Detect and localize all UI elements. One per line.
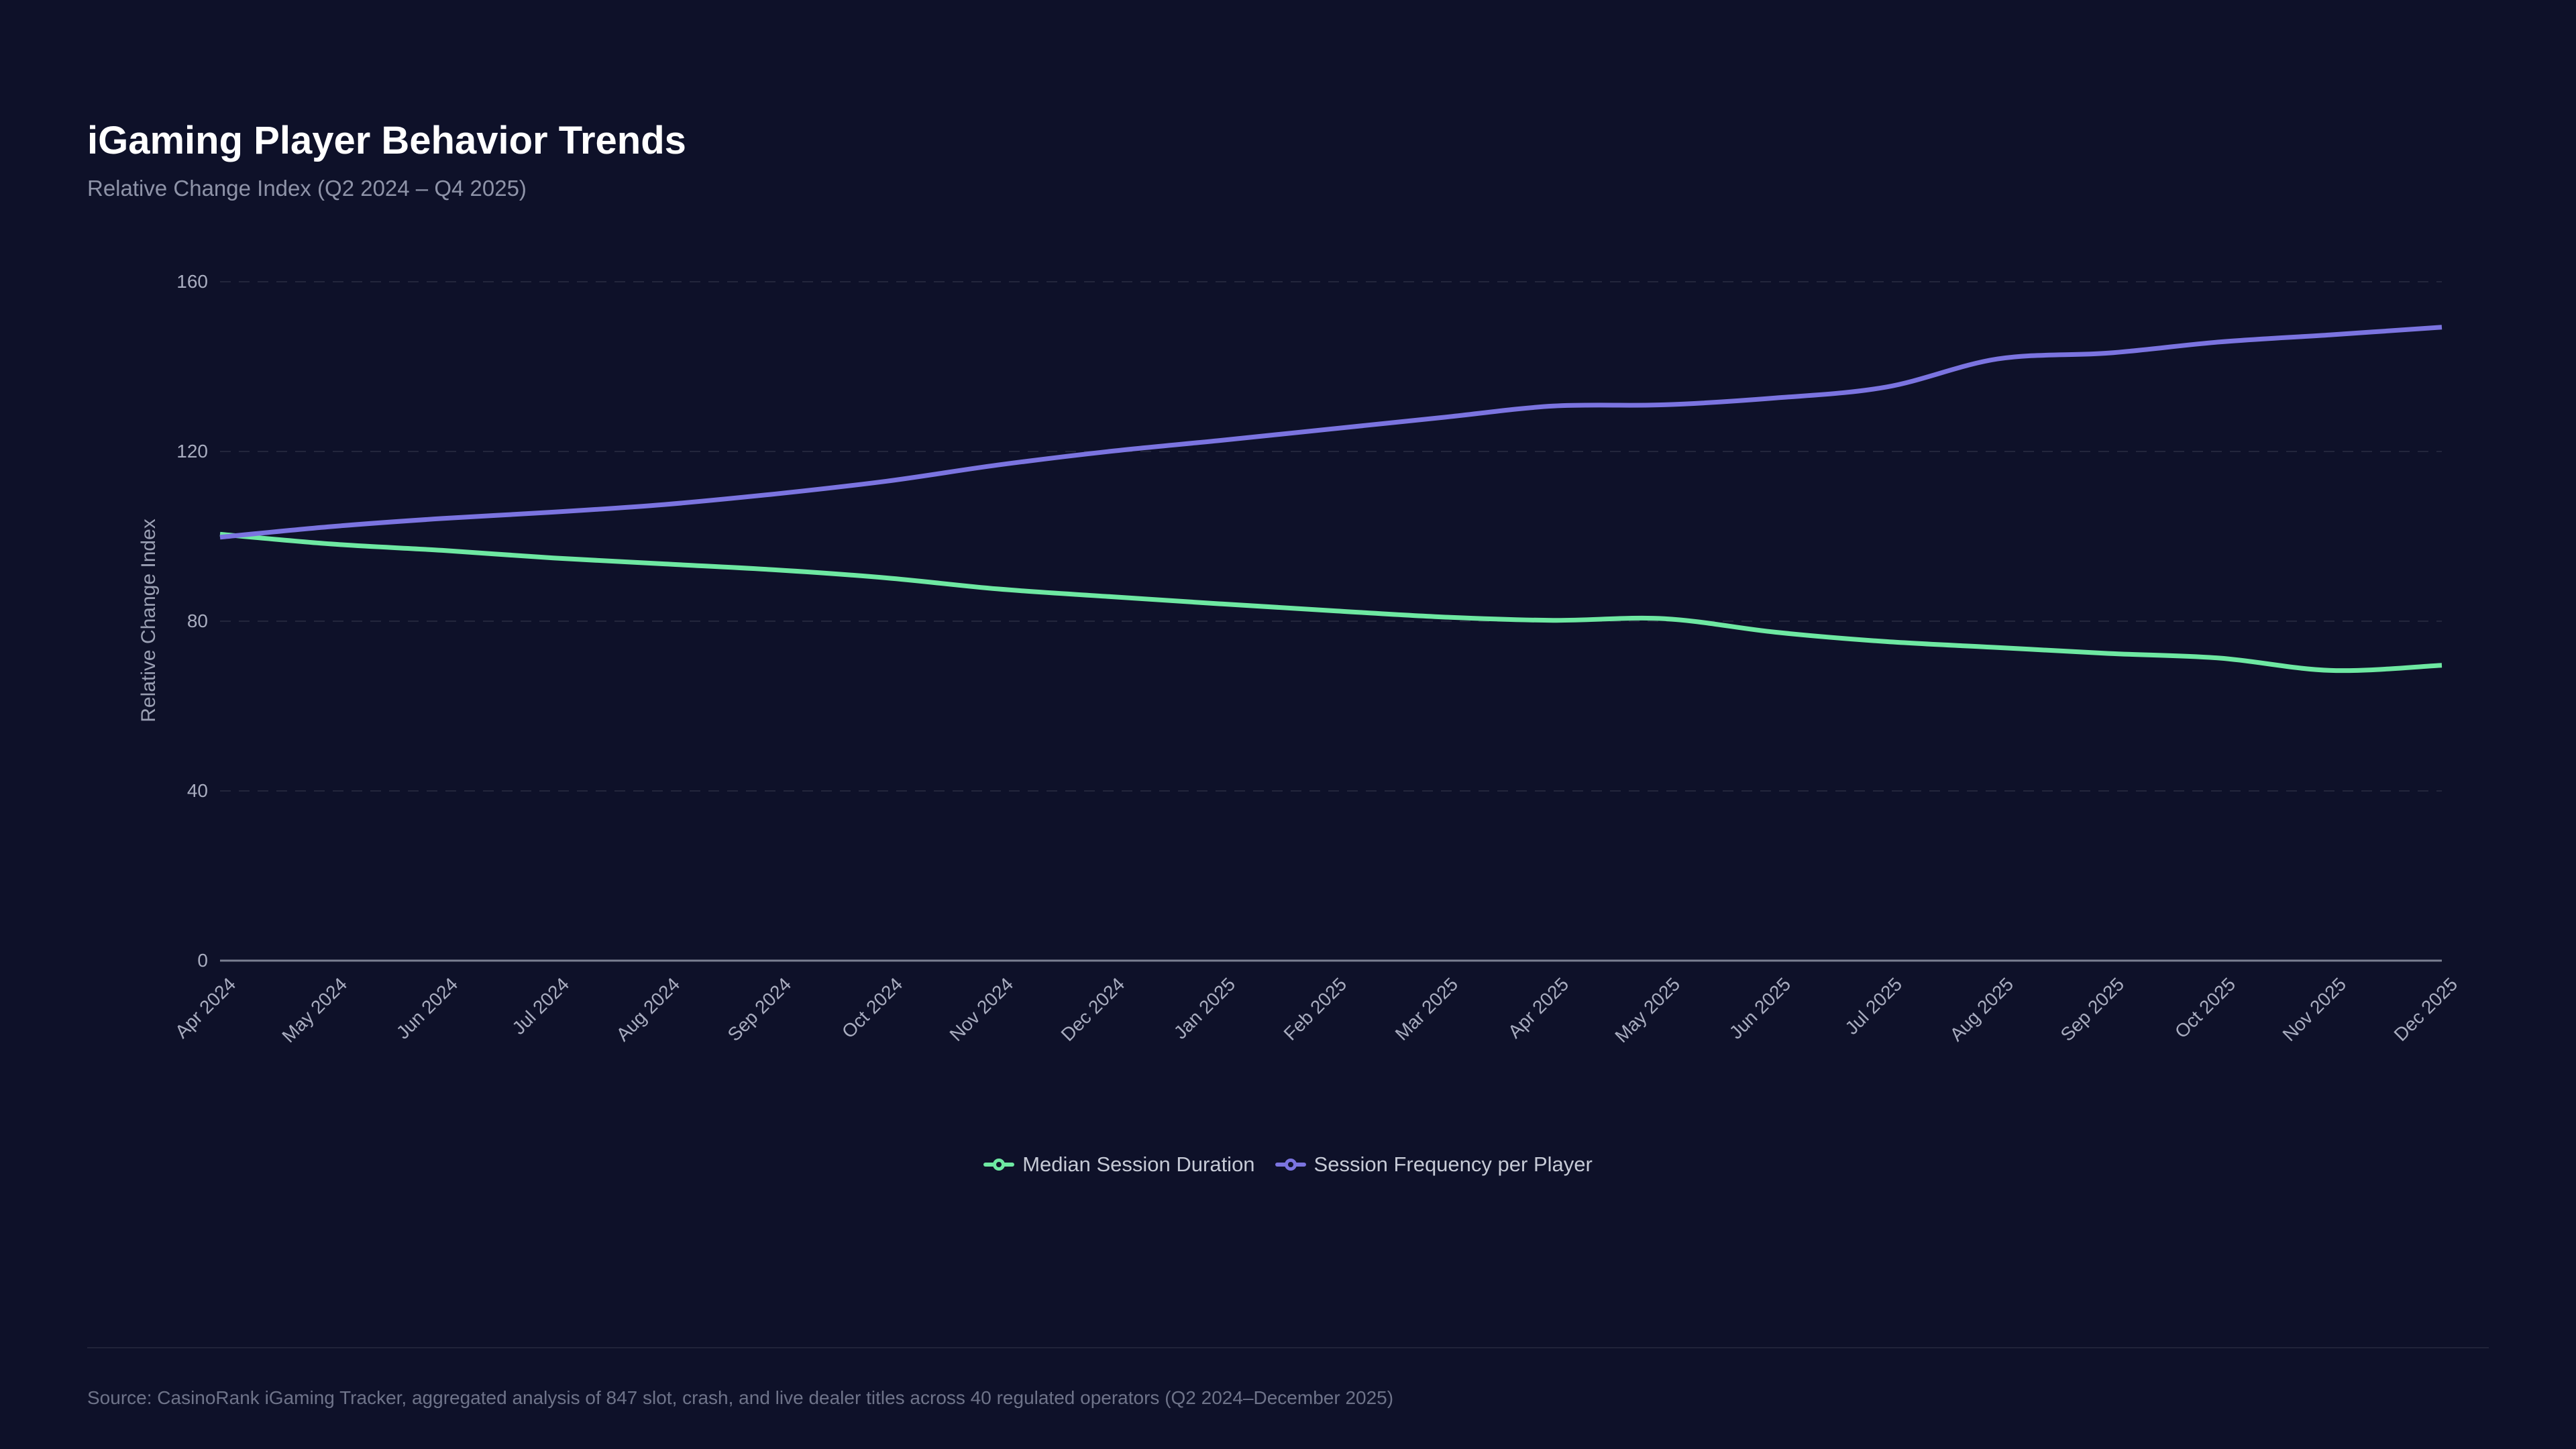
gridlines	[220, 281, 2442, 792]
legend-item-session-frequency-per-player[interactable]: Session Frequency per Player	[1275, 1152, 1593, 1177]
y-tick-label-160: 160	[176, 271, 208, 292]
footer-divider	[87, 1347, 2489, 1348]
series-line-1-session-frequency-per-player[interactable]	[219, 325, 2443, 540]
chart-series-lines	[219, 325, 2443, 674]
legend-line-marker-icon	[1275, 1159, 1306, 1171]
legend-label: Session Frequency per Player	[1313, 1152, 1593, 1176]
y-tick-label-120: 120	[176, 441, 208, 462]
legend-item-median-session-duration[interactable]: Median Session Duration	[983, 1152, 1255, 1177]
series-line-0-median-session-duration[interactable]	[219, 531, 2443, 674]
legend-label: Median Session Duration	[1022, 1152, 1255, 1176]
legend-line-marker-icon	[983, 1159, 1015, 1171]
source-attribution: Source: CasinoRank iGaming Tracker, aggr…	[87, 1387, 1394, 1408]
page-subtitle: Relative Change Index (Q2 2024 – Q4 2025…	[87, 176, 527, 201]
page-title: iGaming Player Behavior Trends	[87, 119, 686, 162]
y-tick-label-80: 80	[186, 610, 208, 631]
y-tick-label-0: 0	[197, 950, 208, 971]
chart-legend: Median Session Duration Session Frequency…	[87, 1144, 2489, 1185]
y-tick-label-40: 40	[186, 780, 208, 801]
